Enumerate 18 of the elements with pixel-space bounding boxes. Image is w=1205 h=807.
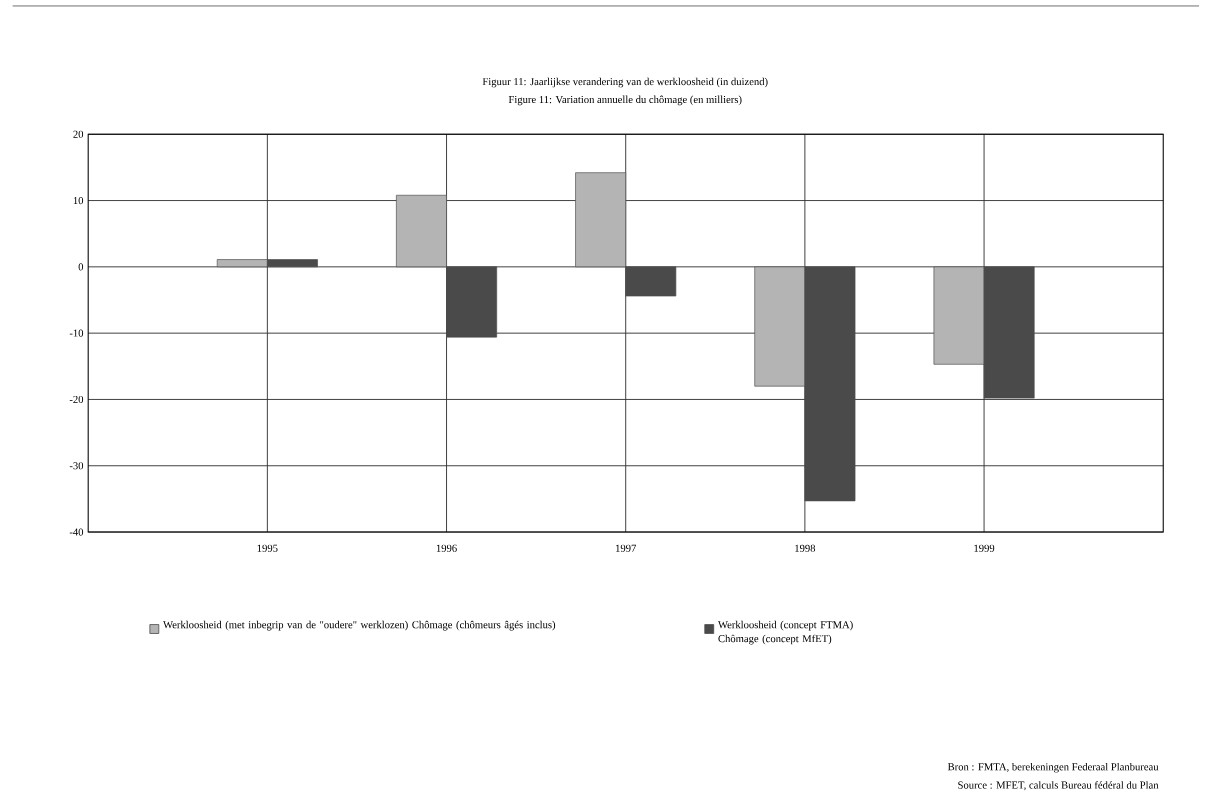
y-tick-label: -20 (69, 396, 84, 404)
legend-label: Werkloosheid (concept FTMA) Chômage (concept MfET) (717, 621, 853, 645)
x-tick-label: 1996 (436, 544, 457, 553)
x-tick-label: 1997 (616, 544, 637, 553)
legend-label: Werkloosheid (met inbegrip van de "oudere" werklozen) Chômage (chômeurs âgés inclus) (163, 621, 556, 631)
chart-title: Figuur 11: Jaarlijkse verandering van de werkloosheid (in duizend) (482, 77, 768, 88)
y-tick-label: -40 (69, 528, 84, 536)
y-tick-label: -10 (69, 329, 84, 337)
text: Bron : FMTA, berekeningen Federaal Planbureau (947, 763, 1159, 773)
y-tick-label: 10 (73, 197, 84, 205)
x-tick-label: 1998 (795, 544, 816, 553)
x-tick-label: 1995 (257, 544, 278, 553)
y-tick-label: -30 (69, 462, 84, 470)
y-tick-label: 20 (73, 130, 84, 139)
source-note: Source : MFET, calculs Bureau fédéral du Plan (958, 781, 1159, 791)
y-tick-label: 0 (78, 263, 84, 271)
chart-subtitle: Figure 11: Variation annuelle du chômage (en milliers) (508, 95, 742, 106)
x-tick-label: 1999 (974, 544, 995, 553)
